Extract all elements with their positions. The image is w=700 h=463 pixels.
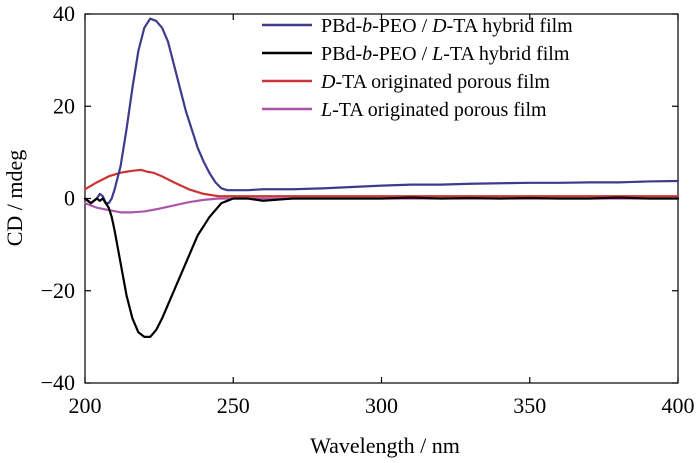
legend-label: PBd-b-PEO / L-TA hybrid film [321,43,570,65]
legend-label: L-TA originated porous film [320,99,547,121]
series-line-1 [83,17,680,205]
series-line-2 [83,196,680,338]
series-line-3 [83,168,680,198]
legend-label: PBd-b-PEO / D-TA hybrid film [321,15,573,37]
series-layer [83,17,680,338]
y-axis-title: CD / mdeg [2,150,27,247]
x-tick-label: 200 [69,393,102,418]
legend-label: D-TA originated porous film [320,71,550,93]
x-tick-label: 300 [365,393,398,418]
y-tick-label: −40 [41,370,75,395]
axis-ticks: 200 250 300 350 400 −40 −20 0 20 40 [41,1,695,418]
legend: PBd-b-PEO / D-TA hybrid film PBd-b-PEO / … [262,15,573,121]
x-axis-title: Wavelength / nm [310,433,460,458]
x-tick-label: 350 [513,393,546,418]
y-tick-label: 40 [53,1,75,26]
y-tick-label: 0 [64,186,75,211]
x-tick-label: 400 [662,393,695,418]
y-tick-label: −20 [41,278,75,303]
series-line-4 [83,197,680,214]
x-tick-label: 250 [217,393,250,418]
y-tick-label: 20 [53,93,75,118]
